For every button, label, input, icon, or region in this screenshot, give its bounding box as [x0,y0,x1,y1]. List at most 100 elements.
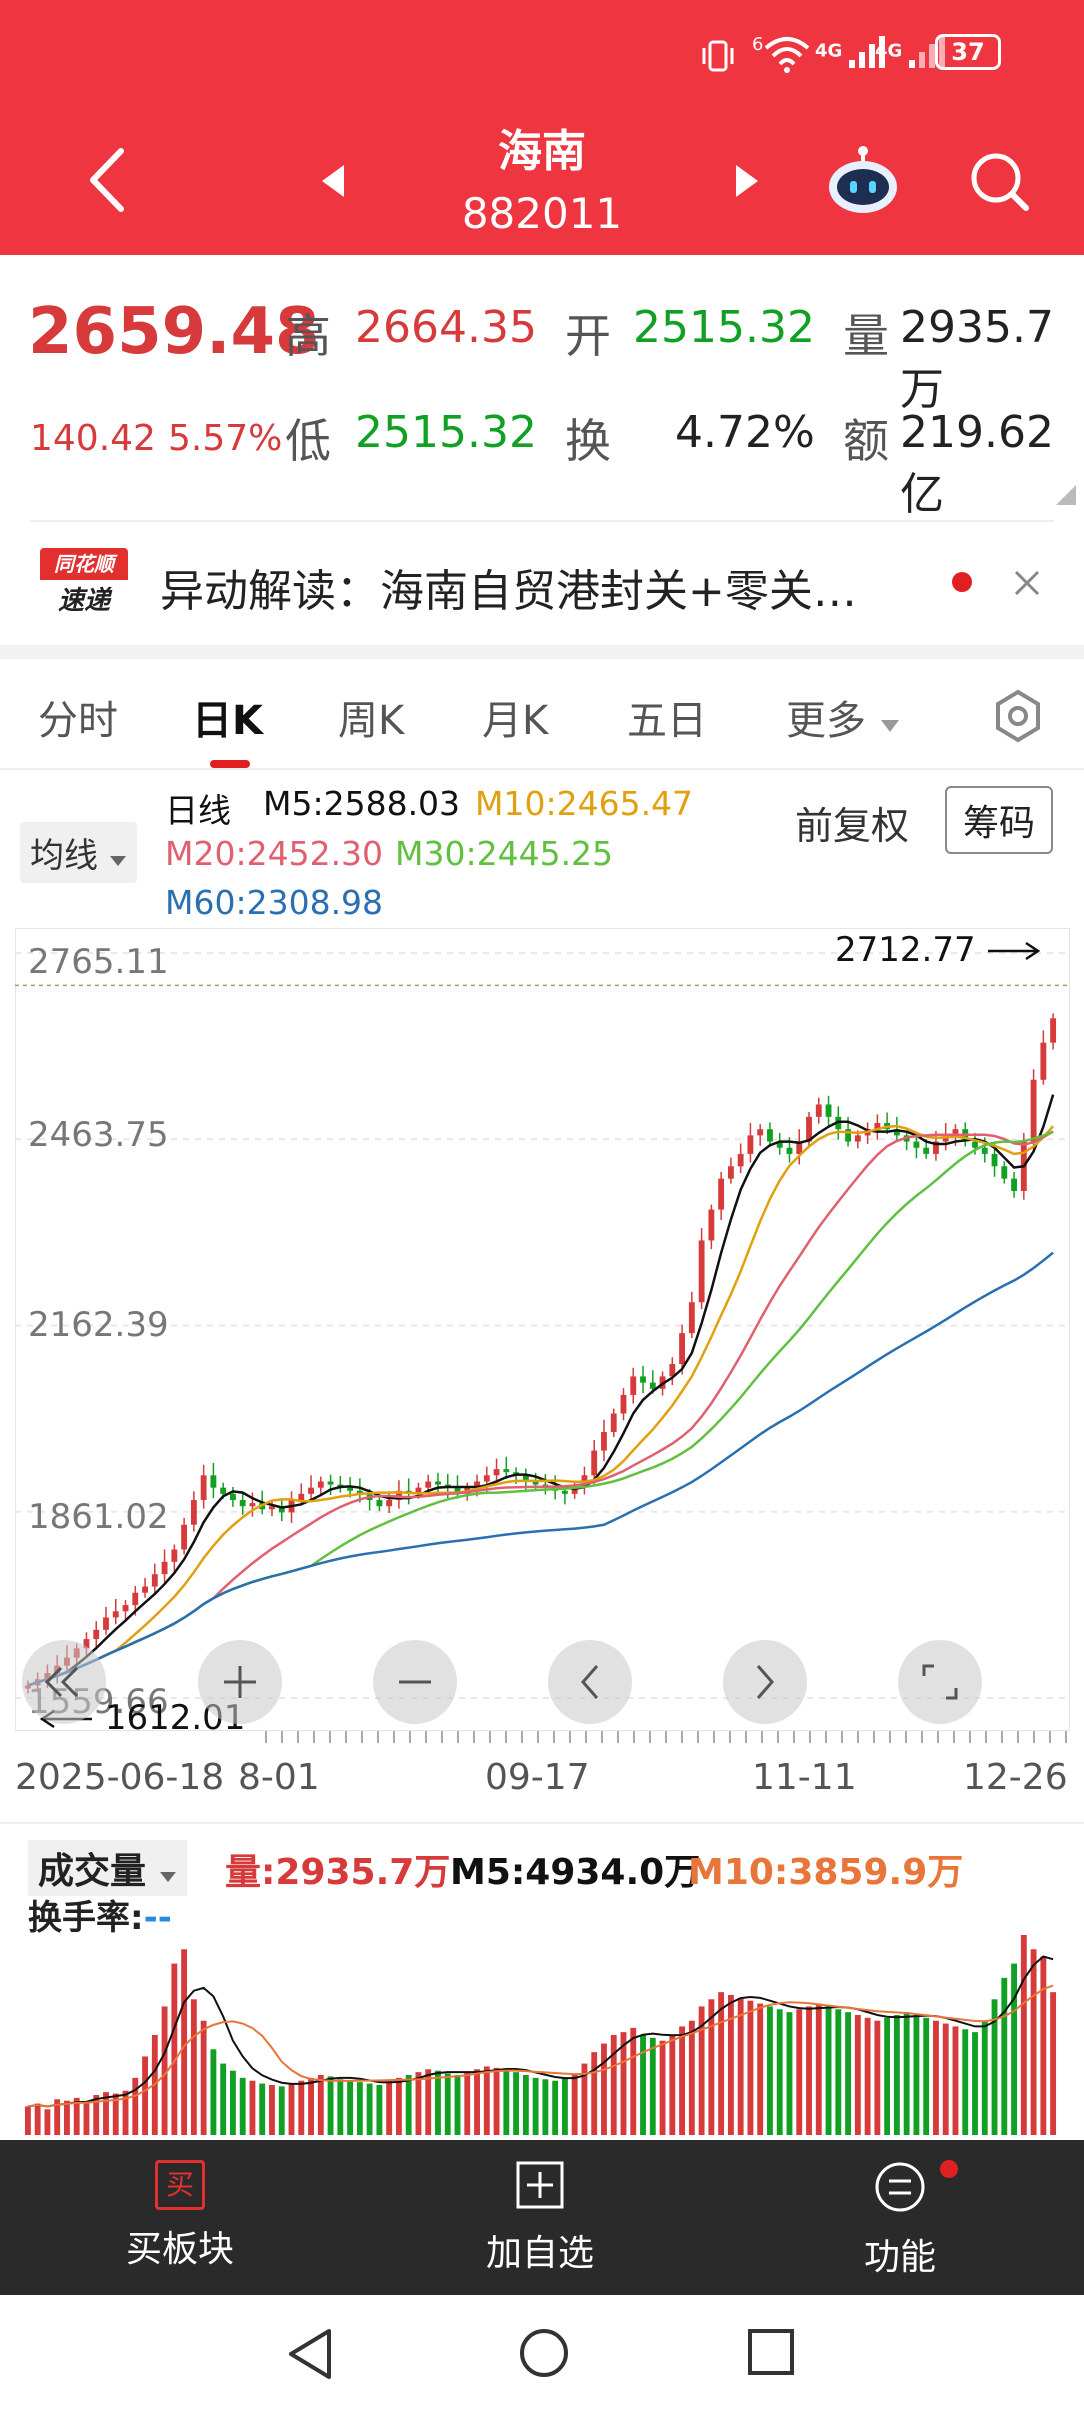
volume-bar [796,2009,803,2135]
zoom-out-button[interactable] [373,1640,457,1724]
close-icon[interactable] [1012,568,1042,602]
back-button[interactable] [85,145,129,219]
candle-body [786,1147,793,1154]
volume-bar [972,2032,978,2135]
candle-body [161,1561,168,1575]
volume-bar [649,2037,656,2135]
candle-body [913,1141,920,1148]
tab-daily-k[interactable]: 日K [192,698,263,744]
candle-body [493,1469,500,1476]
tab-intraday[interactable]: 分时 [38,698,118,744]
nav-recents-button[interactable] [746,2327,796,2381]
volume-bar [44,2109,51,2135]
candle-body [415,1487,422,1494]
fullscreen-button[interactable] [898,1640,982,1724]
candle-body [854,1135,861,1142]
volume-bar [405,2075,412,2135]
low-label: 低 [285,414,331,468]
volume-bar [239,2077,246,2135]
open-label: 开 [565,309,611,363]
ma-select-label: 均线 [30,836,98,876]
volume-bar [747,2000,754,2135]
y-tick: 1861.02 [28,1497,169,1537]
candle-body [103,1617,109,1630]
next-stock-button[interactable] [732,163,762,203]
news-headline[interactable]: 异动解读：海南自贸港封关+零关… [160,566,857,617]
kline-chart[interactable] [15,928,1070,1731]
volume-bar [591,2052,598,2135]
robot-assistant-icon[interactable] [825,145,901,219]
volume-bar [210,2049,217,2135]
ma-select[interactable]: 均线 [20,822,137,883]
volume-bar [249,2080,256,2135]
volume-bar [659,2040,666,2135]
function-menu-button[interactable]: 功能 [790,2160,1010,2280]
tab-weekly-k[interactable]: 周K [338,698,405,744]
volume-bar [698,2006,705,2135]
zoom-in-button[interactable] [198,1640,282,1724]
volume-bar [688,2020,695,2135]
scroll-to-start-button[interactable] [22,1640,106,1724]
candle-body [601,1432,607,1451]
candle-body [1040,1042,1047,1080]
nav-back-button[interactable] [285,2327,335,2385]
volume-bar [552,2080,559,2135]
buy-icon: 买 [155,2160,205,2210]
high-value: 2664.35 [355,302,537,353]
add-watchlist-label: 加自选 [485,2233,594,2274]
scroll-right-button[interactable] [723,1640,807,1724]
high-label: 高 [285,309,331,363]
ma60-value: M60:2308.98 [165,883,384,922]
candle-body [708,1209,715,1241]
candle-body [190,1500,197,1525]
volume-bar [464,2072,471,2135]
volume-bar [981,2020,988,2135]
volume-bar [786,2012,793,2135]
volume-bar [669,2035,676,2135]
candle-body [1050,1018,1057,1043]
menu-circle-icon [875,2162,925,2212]
adjust-mode[interactable]: 前复权 [795,804,910,848]
scroll-left-button[interactable] [548,1640,632,1724]
chips-button[interactable]: 筹码 [945,786,1054,854]
volume-bar [24,2106,31,2135]
volume-bar [161,2006,168,2135]
volume-value: 量:2935.7万 [225,1852,451,1893]
volume-bar [737,1997,744,2135]
volume-bar [171,1963,178,2135]
nav-home-button[interactable] [516,2325,572,2385]
add-watchlist-button[interactable]: 加自选 [430,2160,650,2276]
buy-sector-button[interactable]: 买 买板块 [70,2160,290,2272]
chevron-left-icon [581,1665,599,1699]
volume-bar [366,2083,373,2135]
settings-icon[interactable] [990,688,1046,748]
bottom-action-bar: 买 买板块 加自选 功能 [0,2140,1084,2295]
tab-more[interactable]: 更多 [786,688,901,746]
candle-body [669,1364,676,1377]
x-tick: 09-17 [485,1757,590,1798]
signal-icon-2: 4G [875,34,947,70]
volume-bar [454,2075,461,2135]
volume-bar [142,2056,148,2135]
tab-five-day[interactable]: 五日 [627,698,707,744]
volume-indicator-select[interactable]: 成交量 [28,1840,187,1896]
candle-body [347,1487,354,1491]
candle-body [376,1500,383,1507]
volume-bar [83,2102,90,2135]
volume-bar [854,2015,861,2135]
turnover-rate-value: -- [143,1898,172,1938]
volume-bar [532,2077,539,2135]
battery-level: 37 [951,38,985,66]
candle-body [151,1574,158,1587]
volume-chart[interactable] [15,1895,1070,2140]
search-icon[interactable] [968,150,1032,218]
candle-body [132,1592,139,1606]
volume-bar [1001,1977,1008,2135]
expand-corner-icon[interactable] [1056,485,1076,509]
volume-bar [259,2083,266,2135]
volume-bar [395,2077,402,2135]
volume-bar [1050,1992,1057,2135]
amount-label: 额 [843,414,889,468]
tab-monthly-k[interactable]: 月K [482,698,549,744]
prev-stock-button[interactable] [318,163,348,203]
